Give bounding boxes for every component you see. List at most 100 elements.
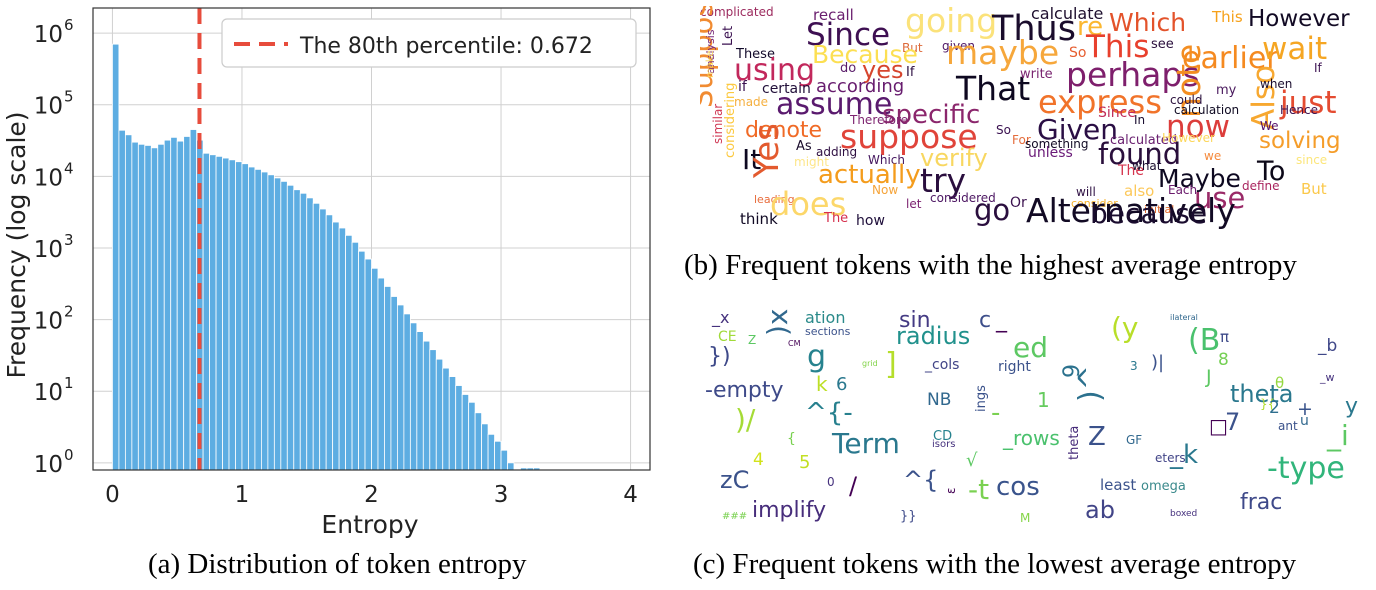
cloud-word: using	[734, 53, 816, 88]
cloud-word: _i	[1327, 419, 1349, 452]
histogram-bar	[299, 192, 308, 471]
histogram-bar	[500, 449, 508, 471]
cloud-word: π	[1220, 328, 1230, 346]
cloud-word: ilateral	[1170, 313, 1198, 322]
x-tick-labels: 0 1 2 3 4	[105, 482, 638, 508]
cloud-word: (y	[1111, 311, 1139, 344]
cloud-word: calculate	[1031, 6, 1104, 23]
histogram-bar	[241, 163, 249, 471]
cloud-word: denote	[745, 118, 823, 143]
legend-box	[221, 18, 637, 68]
cloud-word: radius	[896, 322, 971, 350]
histogram-bar	[319, 208, 327, 471]
cloud-word: will	[1076, 185, 1096, 199]
cloud-word: ant	[1278, 419, 1298, 433]
histogram-bar	[416, 331, 424, 471]
cloud-word: my	[1216, 83, 1237, 98]
y-tick-exponent: 4	[64, 159, 74, 177]
histogram-bar	[448, 376, 457, 471]
cloud-word: just	[1280, 85, 1337, 121]
cloud-word: maybe	[946, 33, 1060, 72]
cloud-word: g	[807, 339, 827, 374]
cloud-word: _w	[1320, 371, 1335, 384]
cloud-word: eters	[1155, 451, 1186, 465]
histogram-bar	[260, 171, 269, 471]
histogram-bar	[345, 234, 353, 471]
cloud-word: might	[794, 155, 829, 169]
cloud-word: )x	[761, 308, 794, 337]
histogram-bar	[429, 349, 437, 471]
cloud-word: Z	[1088, 422, 1106, 452]
cloud-word: Each	[1168, 183, 1198, 197]
cloud-word: suppose	[840, 117, 978, 156]
cloud-word: calculated	[1110, 133, 1178, 148]
cloud-word: NB	[927, 390, 952, 410]
histogram-bar	[124, 134, 133, 471]
histogram-bar	[293, 189, 301, 471]
cloud-word: ings	[974, 385, 989, 412]
word-cloud-high-entropy: complicated recall going calculate Which This…	[700, 6, 1368, 234]
cloud-word: go	[974, 193, 1011, 227]
cloud-word: because	[1090, 197, 1208, 230]
cloud-word: 4	[753, 450, 764, 470]
cloud-word: actually	[818, 160, 921, 190]
cloud-word: The	[824, 211, 849, 226]
histogram-bar	[273, 177, 282, 471]
cloud-word: Now	[872, 183, 899, 197]
x-tick-label: 2	[364, 482, 379, 508]
y-tick-label: 10	[34, 309, 63, 335]
cloud-word: Thus	[992, 9, 1076, 49]
y-tick-label: 10	[34, 22, 63, 48]
cloud-word: Maybe	[1158, 164, 1241, 193]
cloud-word: since	[1296, 153, 1328, 167]
cloud-word: given	[942, 39, 976, 53]
histogram-bar	[222, 157, 230, 471]
cloud-word: Which	[868, 153, 906, 167]
cloud-word: cos	[996, 472, 1040, 502]
histogram-bar	[118, 129, 126, 471]
cloud-word: However	[1248, 6, 1350, 32]
cloud-word: _	[996, 308, 1007, 333]
histogram-bar	[507, 462, 515, 471]
cloud-word: we	[1204, 149, 1222, 163]
y-tick-label: 10	[34, 94, 63, 120]
cloud-word: These	[736, 47, 775, 62]
cloud-word: 2	[1269, 398, 1280, 418]
cloud-word: ^{-	[805, 398, 853, 428]
cloud-word: Z	[748, 333, 757, 347]
histogram-bar	[403, 313, 411, 471]
y-tick-exponent: 6	[64, 16, 74, 34]
cloud-word: calculation	[1174, 103, 1240, 117]
cloud-word: theta	[1230, 380, 1294, 408]
cloud-word: define	[1242, 179, 1280, 193]
cloud-word: )/	[735, 403, 756, 436]
cloud-word: _cols	[925, 357, 960, 373]
histogram-bar	[170, 136, 178, 471]
cloud-word: when	[1260, 77, 1293, 91]
histogram-bar	[183, 136, 191, 471]
cloud-word: Let	[721, 25, 736, 46]
histogram-bars	[112, 43, 541, 471]
legend-label: The 80th percentile: 0.672	[299, 34, 593, 59]
cloud-word: +	[1297, 398, 1313, 420]
cloud-word: re	[1077, 12, 1104, 42]
cloud-word: use	[1194, 181, 1246, 215]
histogram-bar	[189, 129, 198, 471]
cloud-word: -type	[1267, 451, 1345, 486]
histogram-bar	[157, 143, 165, 471]
x-tick-label: 0	[105, 482, 120, 508]
cloud-word: ed	[1013, 331, 1048, 364]
cloud-word: express	[1038, 83, 1162, 121]
y-tick-exponent: 1	[64, 374, 74, 392]
cloud-word: _x	[712, 308, 730, 327]
cloud-word: solving	[1259, 128, 1341, 154]
cloud-word: But	[902, 41, 923, 55]
y-tick-label: 10	[34, 165, 63, 191]
cloud-word: initial	[1144, 203, 1175, 216]
cloud-word: assume	[776, 87, 893, 122]
cloud-word: how	[856, 213, 885, 229]
cloud-word: As	[796, 139, 812, 154]
y-tick-exponent: 3	[64, 231, 74, 249]
cloud-word: consider	[1071, 197, 1118, 210]
cloud-word: make	[705, 50, 716, 78]
